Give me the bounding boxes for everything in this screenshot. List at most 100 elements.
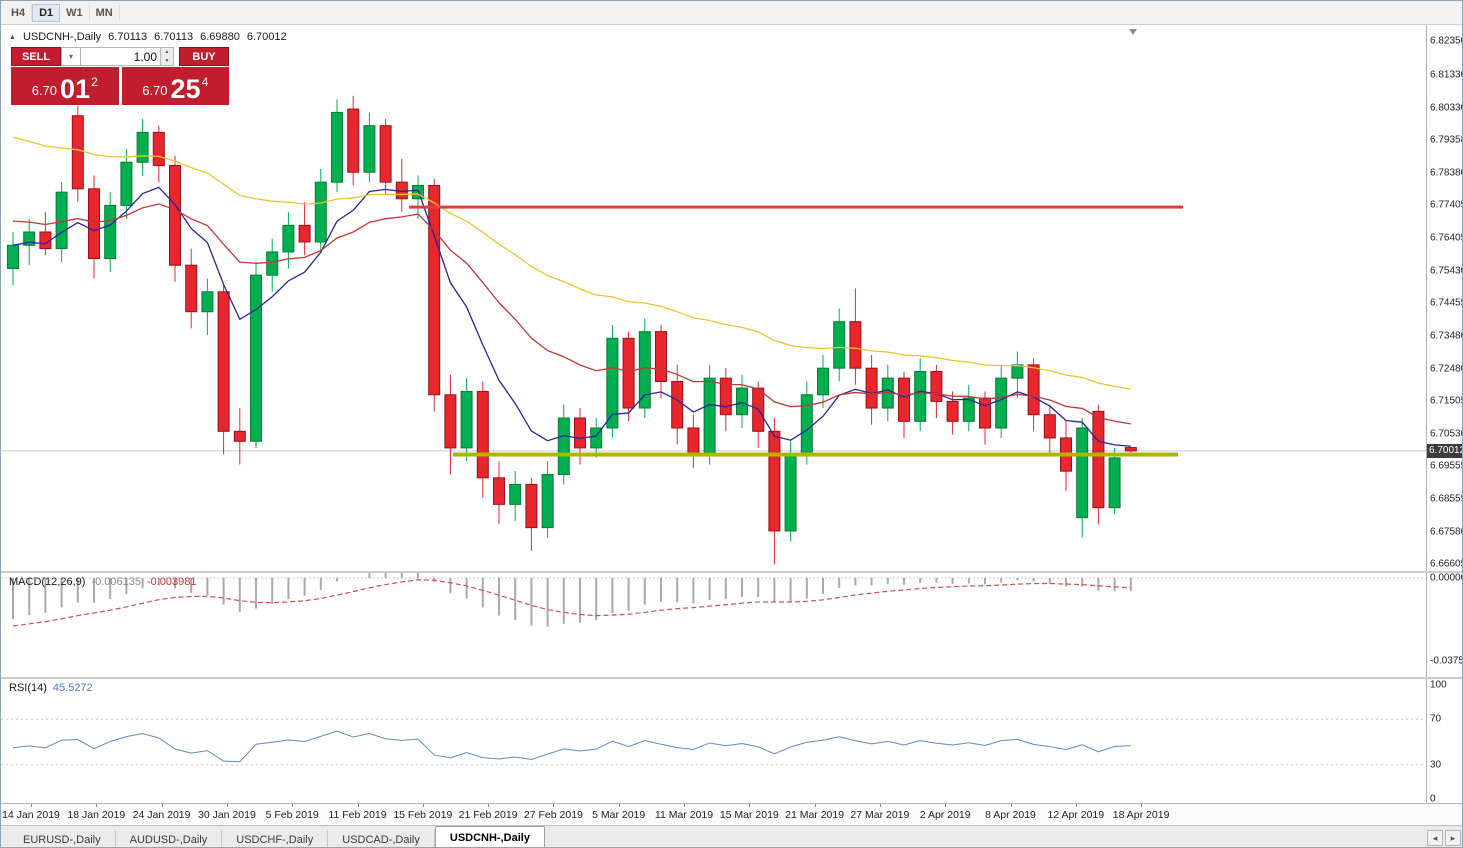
candlestick-chart xyxy=(1,95,1426,565)
axis-label: 6.78380 xyxy=(1430,167,1463,179)
volume-input[interactable]: 1.00 xyxy=(81,47,161,66)
stepper-down-icon: ▼ xyxy=(164,57,170,64)
candle xyxy=(1011,364,1024,379)
macd-signal-value: -0.003981 xyxy=(146,576,197,588)
resistance-line[interactable] xyxy=(409,205,1183,209)
candle xyxy=(136,131,149,163)
tab-usdcad-daily[interactable]: USDCAD-,Daily xyxy=(328,830,435,847)
candle xyxy=(476,390,489,479)
time-tick xyxy=(1141,804,1143,807)
period-button-h4[interactable]: H4 xyxy=(5,4,33,21)
period-button-w1[interactable]: W1 xyxy=(60,4,90,21)
tab-usdcnh-daily[interactable]: USDCNH-,Daily xyxy=(434,826,545,847)
candle xyxy=(1092,410,1105,509)
candle xyxy=(995,377,1008,429)
time-tick xyxy=(684,804,685,807)
candle xyxy=(590,427,603,449)
date-label: 18 Apr 2019 xyxy=(1112,809,1170,821)
candle xyxy=(768,430,781,532)
candle xyxy=(962,397,975,422)
candle xyxy=(800,394,813,456)
buy-price-box[interactable]: 6.70 25 4 xyxy=(121,67,229,105)
axis-label: 6.81330 xyxy=(1430,69,1463,81)
rsi-line xyxy=(12,730,1131,763)
sell-price-main: 01 xyxy=(60,74,91,104)
candle xyxy=(379,125,392,183)
candle xyxy=(557,417,570,475)
candle xyxy=(298,224,311,243)
time-tick xyxy=(161,804,163,807)
sell-price-box[interactable]: 6.70 01 2 xyxy=(11,67,119,105)
date-label: 27 Mar 2019 xyxy=(850,809,910,821)
candles-layer xyxy=(7,95,1137,565)
time-tick xyxy=(96,804,98,807)
macd-signal-line xyxy=(12,579,1131,627)
chart-shift-marker-icon[interactable] xyxy=(1129,29,1137,35)
candle xyxy=(347,108,360,173)
candle xyxy=(849,321,862,369)
axis-label: 0.000000 xyxy=(1430,572,1462,584)
time-tick xyxy=(618,804,620,807)
time-tick xyxy=(31,804,32,807)
tab-scroll-left-button[interactable]: ◂ xyxy=(1427,830,1443,846)
caret-down-icon: ▾ xyxy=(68,52,73,61)
candle xyxy=(946,400,959,422)
time-axis[interactable]: 14 Jan 2019 18 Jan 2019 24 Jan 2019 30 Jan … xyxy=(1,803,1462,825)
fast-ma-line xyxy=(12,186,1131,447)
volume-dropdown-button[interactable]: ▾ xyxy=(61,47,81,66)
axis-label: 100 xyxy=(1430,679,1447,691)
candle xyxy=(1076,427,1089,519)
date-label: 30 Jan 2019 xyxy=(197,809,256,821)
time-tick xyxy=(749,804,751,807)
ohlc-low-value: 6.69880 xyxy=(200,31,240,43)
trade-price-boxes: 6.70 01 2 6.70 25 4 xyxy=(11,67,229,105)
candle xyxy=(493,477,505,505)
panel-splitter[interactable] xyxy=(1,571,1462,573)
candle xyxy=(282,224,295,253)
candle xyxy=(606,337,619,429)
time-tick xyxy=(1010,804,1012,807)
tab-scroll-right-button[interactable]: ▸ xyxy=(1445,830,1461,846)
axis-label: 70 xyxy=(1430,713,1442,725)
volume-stepper[interactable]: ▲ ▼ xyxy=(161,47,174,66)
buy-price-main: 25 xyxy=(170,74,201,104)
candle xyxy=(1027,364,1040,416)
main-chart-panel[interactable]: ▲ USDCNH-,Daily 6.70113 6.70113 6.69880 … xyxy=(1,25,1426,571)
tab-usdchf-daily[interactable]: USDCHF-,Daily xyxy=(222,830,329,847)
axis-label: 6.80330 xyxy=(1430,102,1463,114)
tab-audusd-daily[interactable]: AUDUSD-,Daily xyxy=(116,830,223,847)
candle xyxy=(914,371,927,422)
candle xyxy=(88,188,100,260)
macd-panel: MACD(12,26,9) -0.006135 -0.003981 xyxy=(1,573,1426,677)
buy-button[interactable]: BUY xyxy=(179,47,229,66)
timeframe-buttons: H4 D1 W1 MN xyxy=(5,1,120,24)
time-tick xyxy=(1075,804,1077,807)
axis-label: 6.71505 xyxy=(1430,395,1463,407)
rsi-label: RSI(14) 45.5272 xyxy=(9,682,93,694)
period-button-d1[interactable]: D1 xyxy=(32,3,61,22)
candle xyxy=(7,244,19,270)
macd-indicator-chart xyxy=(1,573,1426,627)
sell-button[interactable]: SELL xyxy=(11,47,61,66)
time-tick xyxy=(814,804,816,807)
support-line[interactable] xyxy=(453,452,1178,457)
candle xyxy=(865,367,878,409)
tab-eurusd-daily[interactable]: EURUSD-,Daily xyxy=(9,830,116,847)
axis-label: 6.67580 xyxy=(1430,526,1463,538)
date-label: 15 Mar 2019 xyxy=(719,809,779,821)
trade-controls-row: SELL ▾ 1.00 ▲ ▼ BUY xyxy=(11,47,229,66)
axis-label: 6.77405 xyxy=(1430,199,1463,211)
stepper-up-icon: ▲ xyxy=(164,49,170,56)
axis-label: 0 xyxy=(1430,793,1436,805)
period-button-mn[interactable]: MN xyxy=(90,4,120,21)
trade-panel-collapse-icon[interactable]: ▲ xyxy=(9,33,16,41)
candle xyxy=(169,165,181,266)
price-scale-axis[interactable]: 6.82350 6.81330 6.80330 6.79358 6.78380 6.774… xyxy=(1426,25,1463,805)
rsi-panel: RSI(14) 45.5272 xyxy=(1,679,1426,803)
panel-splitter[interactable] xyxy=(1,677,1462,679)
date-label: 8 Apr 2019 xyxy=(985,809,1036,821)
candle xyxy=(655,331,667,382)
candle xyxy=(233,430,246,442)
axis-label: 6.74455 xyxy=(1430,297,1463,309)
